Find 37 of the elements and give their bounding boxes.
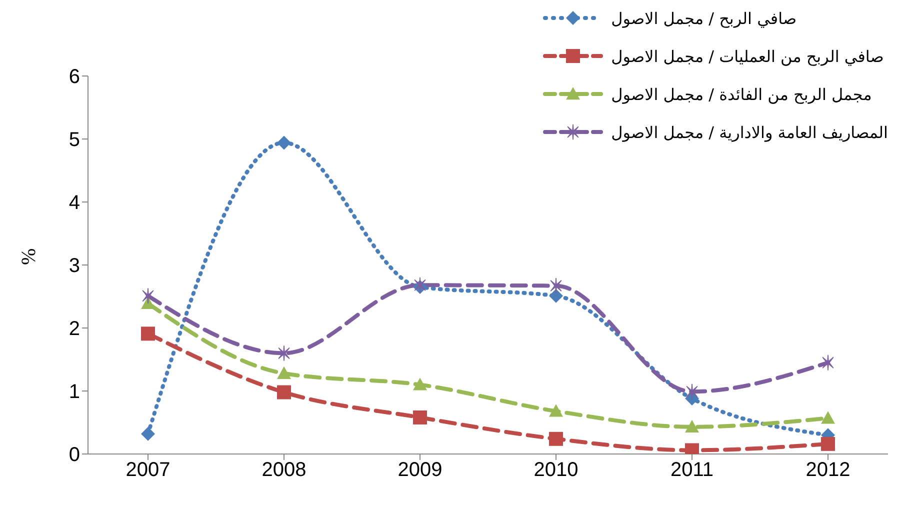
point bbox=[550, 278, 562, 294]
legend-label: صافي الربح من العمليات / مجمل الاصول bbox=[611, 46, 884, 66]
x-tick-label: 2010 bbox=[534, 459, 578, 482]
point bbox=[141, 326, 155, 341]
point bbox=[686, 384, 698, 400]
x-tick-label: 2012 bbox=[806, 459, 850, 482]
point bbox=[278, 345, 290, 362]
y-axis-title: % bbox=[18, 248, 40, 265]
y-tick-label: 5 bbox=[68, 129, 80, 152]
y-tick-label: 1 bbox=[68, 381, 80, 404]
point bbox=[142, 288, 154, 304]
point bbox=[277, 136, 291, 150]
point bbox=[277, 366, 291, 379]
point bbox=[549, 404, 563, 417]
x-tick-label: 2011 bbox=[670, 459, 714, 482]
point bbox=[549, 288, 563, 303]
point bbox=[413, 378, 427, 390]
point bbox=[141, 426, 155, 441]
point bbox=[822, 354, 834, 371]
point bbox=[549, 432, 563, 446]
legend-label: صافي الربح / مجمل الاصول bbox=[611, 8, 797, 28]
y-tick-label: 6 bbox=[68, 66, 80, 88]
point bbox=[821, 436, 835, 451]
point bbox=[685, 420, 699, 433]
x-tick-label: 2007 bbox=[126, 459, 170, 482]
point bbox=[414, 277, 426, 294]
point bbox=[277, 385, 291, 400]
y-tick-label: 3 bbox=[68, 255, 80, 278]
x-tick-label: 2008 bbox=[262, 459, 306, 482]
y-tick-label: 0 bbox=[68, 444, 80, 466]
x-tick-label: 2009 bbox=[398, 459, 442, 482]
legend-label: المصاريف العامة والادارية / مجمل الاصول bbox=[611, 122, 888, 142]
y-tick-label: 4 bbox=[68, 192, 80, 214]
legend-label: مجمل الربح من الفائدة / مجمل الاصول bbox=[611, 84, 872, 104]
point bbox=[821, 411, 835, 424]
y-tick-label: 2 bbox=[68, 318, 80, 340]
point bbox=[413, 410, 427, 424]
